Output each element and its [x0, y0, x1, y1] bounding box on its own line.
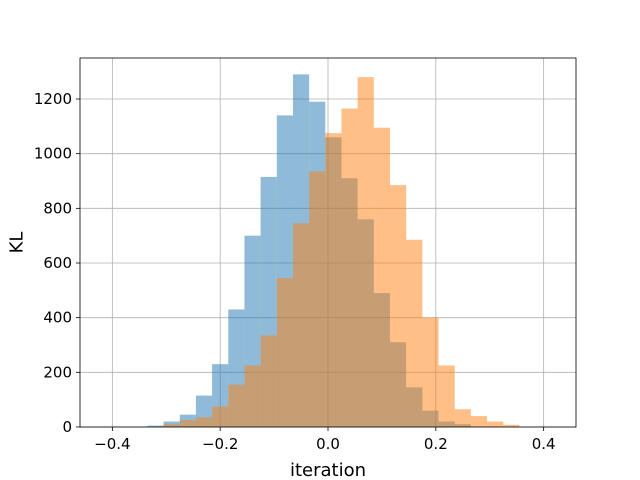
bar-series-0-bin-0 [147, 425, 164, 427]
y-tick-label-1: 200 [43, 363, 72, 381]
y-tick-label-3: 600 [43, 254, 72, 272]
y-tick-label-6: 1200 [34, 90, 72, 108]
bar-series-1-bin-17 [438, 365, 455, 427]
bar-series-1-bin-2 [195, 417, 213, 427]
bar-series-1-bin-11 [341, 108, 358, 428]
x-tick-label-3: 0.2 [424, 435, 448, 453]
y-tick-label-2: 400 [43, 309, 72, 327]
bar-series-1-bin-19 [470, 416, 488, 427]
y-axis-title: KL [6, 232, 27, 254]
bar-series-1-bin-12 [357, 77, 374, 427]
x-tick-label-0: −0.4 [94, 435, 130, 453]
bar-series-1-bin-8 [292, 223, 310, 427]
histogram-bars [147, 74, 520, 428]
series-1 [163, 77, 520, 428]
bar-series-1-bin-15 [406, 239, 423, 427]
x-tick-label-1: −0.2 [202, 435, 238, 453]
bar-series-1-bin-18 [454, 409, 471, 427]
bar-series-1-bin-13 [373, 127, 390, 427]
x-axis: −0.4 −0.2 0.0 0.2 0.4 [94, 427, 556, 453]
bar-series-1-bin-5 [244, 365, 261, 427]
bar-series-1-bin-6 [260, 335, 277, 427]
x-axis-title: iteration [290, 460, 366, 480]
y-tick-label-0: 0 [62, 418, 72, 436]
bar-series-1-bin-0 [163, 424, 180, 427]
bar-series-1-bin-16 [422, 317, 439, 427]
x-tick-label-4: 0.4 [532, 435, 556, 453]
bar-series-1-bin-21 [503, 424, 520, 427]
x-tick-label-2: 0.0 [316, 435, 340, 453]
bar-series-1-bin-10 [325, 133, 342, 427]
bar-series-1-bin-4 [228, 384, 245, 427]
y-tick-label-4: 800 [43, 199, 72, 217]
bar-series-1-bin-7 [276, 278, 293, 427]
bar-series-1-bin-9 [309, 171, 326, 427]
bar-series-1-bin-14 [390, 185, 407, 427]
bar-series-1-bin-20 [487, 421, 504, 427]
bar-series-1-bin-1 [179, 420, 196, 427]
y-axis: 0 200 400 600 800 1000 1200 [34, 90, 80, 436]
y-tick-label-5: 1000 [34, 145, 72, 163]
bar-series-1-bin-3 [212, 406, 229, 427]
